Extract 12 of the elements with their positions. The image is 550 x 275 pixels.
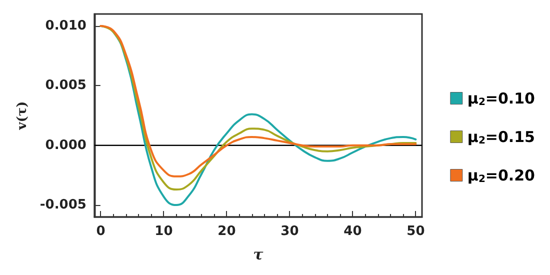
x-tick-label: 0 bbox=[96, 224, 106, 239]
x-tick-label: 20 bbox=[218, 224, 236, 239]
y-tick-label: 0.005 bbox=[45, 78, 86, 94]
y-tick-label: 0.000 bbox=[45, 138, 86, 153]
x-tick-label: 50 bbox=[406, 224, 425, 239]
y-tick-label: -0.005 bbox=[40, 198, 86, 213]
x-axis-title: τ bbox=[253, 246, 264, 264]
x-tick-label: 40 bbox=[344, 224, 362, 239]
y-axis-title: v(τ) bbox=[15, 101, 30, 131]
x-tick-label: 10 bbox=[154, 224, 173, 239]
x-tick-label: 30 bbox=[280, 224, 299, 239]
y-tick-label: 0.010 bbox=[45, 18, 86, 34]
